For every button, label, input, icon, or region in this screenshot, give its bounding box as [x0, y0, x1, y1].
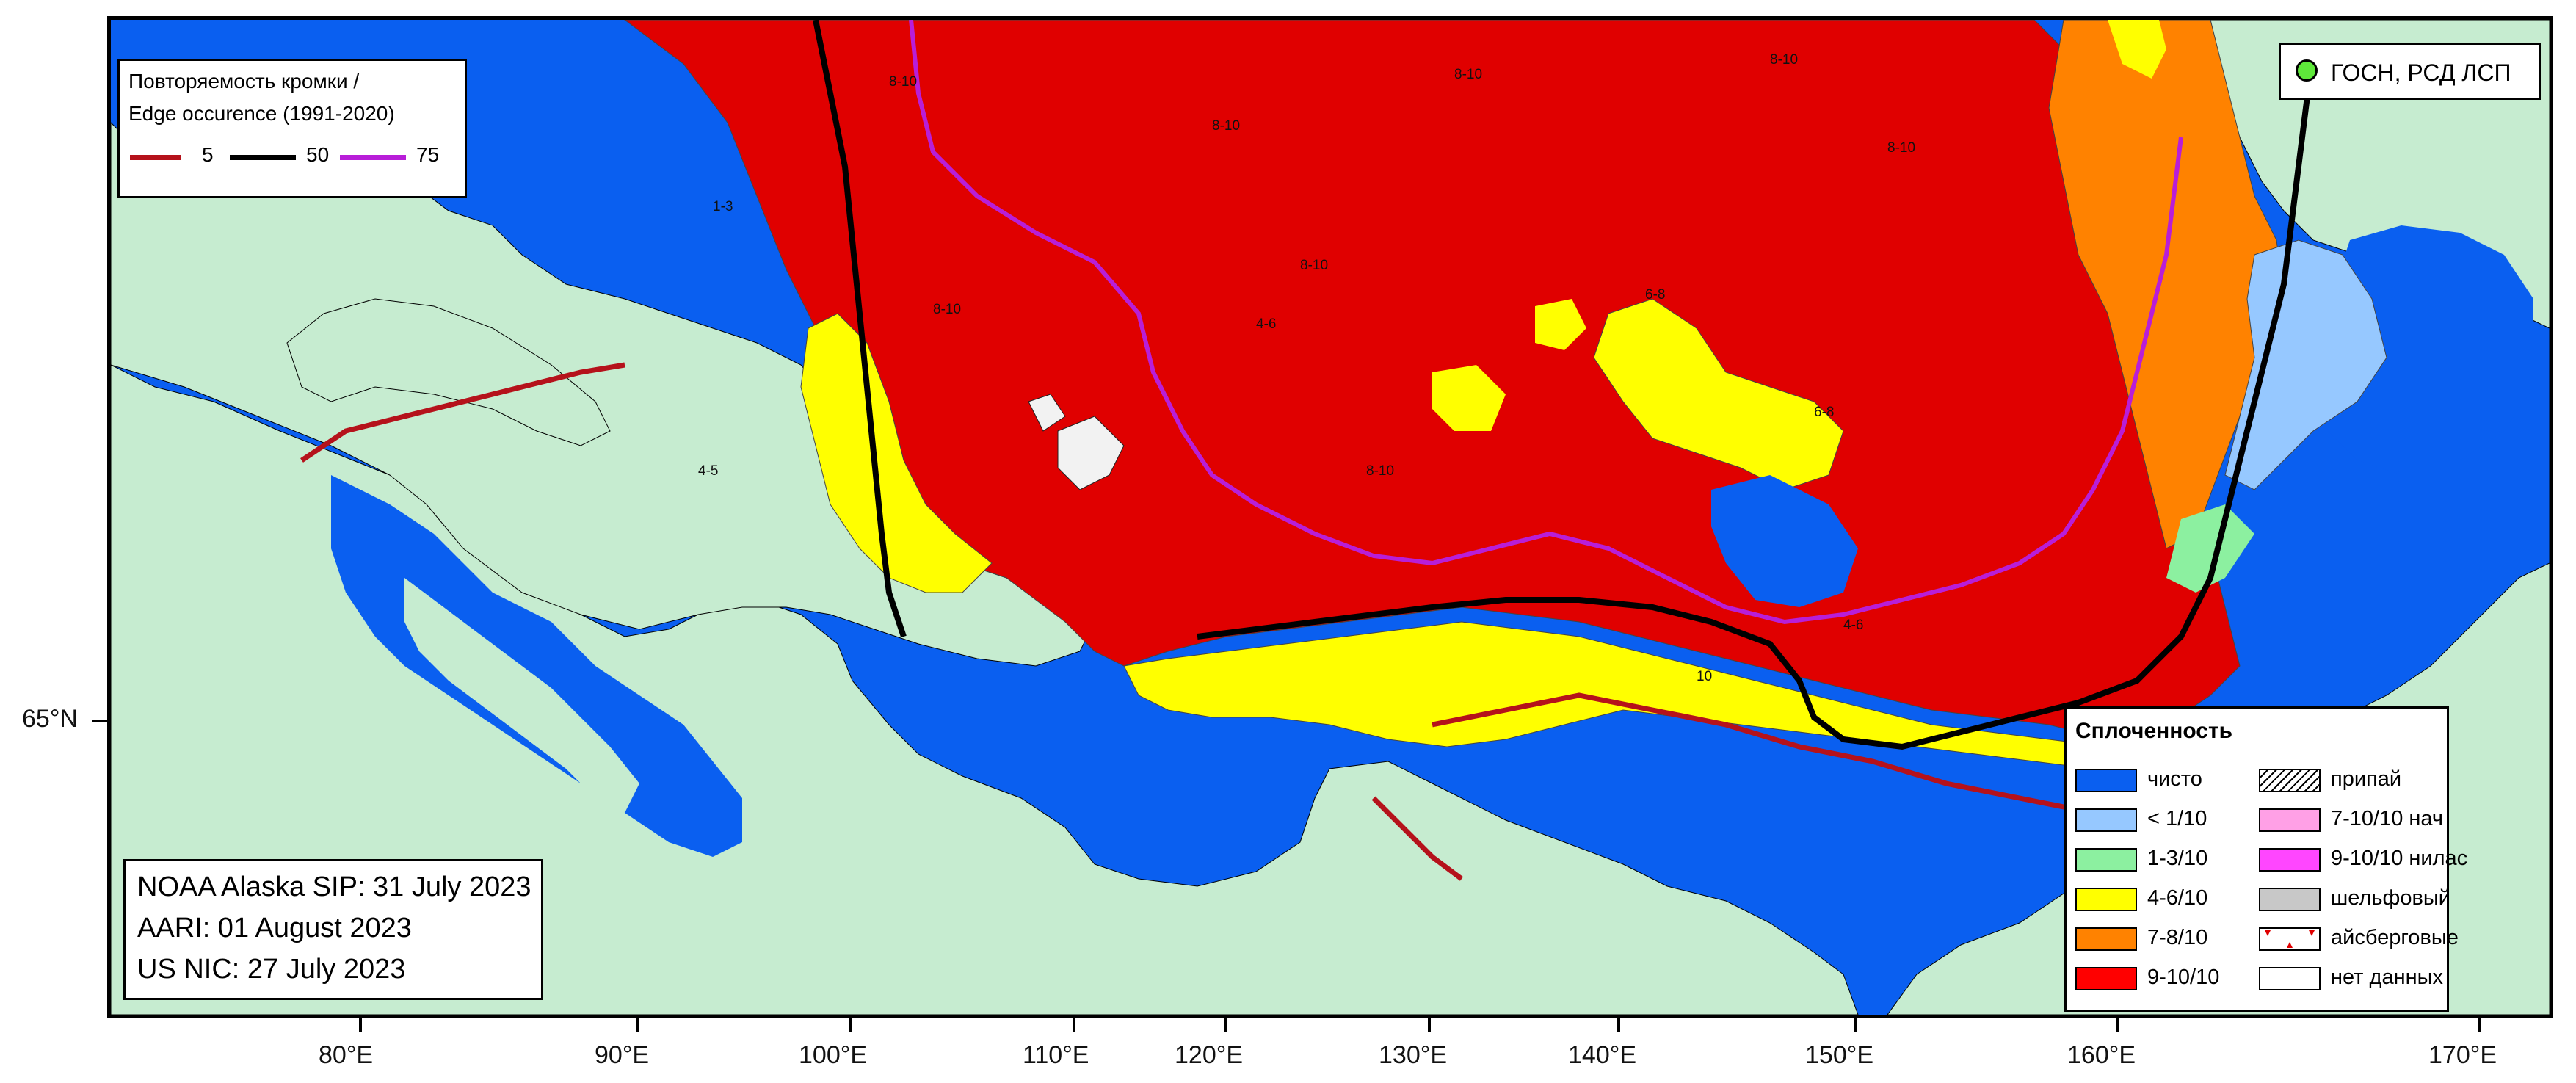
- ice-1-3-east: [2166, 504, 2254, 593]
- x-tick: [359, 1018, 362, 1032]
- x-axis-label: 100°E: [799, 1041, 868, 1069]
- swatch-nilas: [2259, 848, 2321, 872]
- conc-label: 10: [1697, 669, 1712, 684]
- swatch-7-8: [2075, 927, 2137, 951]
- x-axis-label: 90°E: [595, 1041, 650, 1069]
- conc-label: 8-10: [1454, 67, 1482, 82]
- edge-line-50-label: 50: [306, 143, 330, 166]
- land-chukotka-water-inlet: [2313, 225, 2533, 475]
- edge-legend-title-line1: Повторяемость кромки /: [128, 70, 360, 93]
- conc-label: 8-10: [1212, 118, 1240, 134]
- ice-4-6-center: [1593, 298, 1844, 490]
- swatch-1-3: [2075, 848, 2137, 872]
- conc-label: 4-5: [698, 463, 718, 479]
- edge-line-50: [813, 20, 2316, 750]
- ice-7-8-east: [2048, 20, 2285, 549]
- x-tick: [849, 1018, 852, 1032]
- conc-label: 1-3: [713, 199, 733, 214]
- x-axis-label: 120°E: [1175, 1041, 1244, 1069]
- x-tick: [1617, 1018, 1620, 1032]
- land-taymyr-bay: [331, 475, 742, 857]
- x-axis-label: 160°E: [2067, 1041, 2136, 1069]
- conc-label: 8-10: [1300, 258, 1328, 273]
- x-axis-label: 80°E: [319, 1041, 374, 1069]
- fast-ice-patches: [1028, 394, 1125, 490]
- conc-label: 8-10: [1770, 52, 1798, 68]
- swatch-4-6: [2075, 888, 2137, 911]
- swatch-new-ice: [2259, 808, 2321, 832]
- ice-lt1-east: [2224, 239, 2387, 490]
- x-tick: [1224, 1018, 1227, 1032]
- swatch-lt1: [2075, 808, 2137, 832]
- legend-label-fast-ice: припай: [2331, 767, 2402, 791]
- x-axis-label: 140°E: [1568, 1041, 1637, 1069]
- legend-label-4-6: 4-6/10: [2147, 886, 2208, 910]
- legend-label-shelf-ice: шельфовый: [2331, 886, 2450, 910]
- concentration-legend: Сплоченность чисто < 1/10 1-3/10 4-6/10 …: [2064, 706, 2467, 1012]
- station-legend-label: ГОСН, РСД ЛСП: [2331, 59, 2511, 86]
- x-axis-label: 130°E: [1379, 1041, 1448, 1069]
- swatch-9-10: [2075, 967, 2137, 990]
- legend-label-1-3: 1-3/10: [2147, 847, 2208, 870]
- swatch-no-data: [2259, 967, 2321, 990]
- land-lena-delta: [404, 578, 639, 813]
- x-tick: [2116, 1018, 2119, 1032]
- source-noaa: NOAA Alaska SIP: 31 July 2023: [137, 872, 531, 902]
- edge-line-5-label: 5: [202, 143, 214, 166]
- data-sources-box: NOAA Alaska SIP: 31 July 2023 AARI: 01 A…: [123, 859, 543, 1000]
- conc-label: 8-10: [933, 302, 961, 317]
- edge-legend-title-line2: Edge occurence (1991-2020): [128, 102, 395, 125]
- land-novaya-zemlya: [286, 298, 611, 446]
- open-water-polynya: [1711, 475, 1858, 607]
- conc-label: 4-6: [1843, 617, 1863, 633]
- x-tick: [1073, 1018, 1075, 1032]
- edge-occurrence-legend: Повторяемость кромки / Edge occurence (1…: [117, 59, 467, 198]
- legend-label-nilas: 9-10/10 нилас: [2331, 847, 2468, 870]
- swatch-icebergs: [2259, 927, 2321, 951]
- legend-label-lt1: < 1/10: [2147, 807, 2207, 830]
- conc-label: 8-10: [1887, 140, 1915, 156]
- concentration-labels: 8-10 8-10 8-10 8-10 8-10 8-10 8-10 8-10 …: [698, 52, 1915, 684]
- edge-line-75-swatch: [340, 155, 406, 160]
- station-legend: ГОСН, РСД ЛСП: [2279, 43, 2541, 100]
- legend-label-no-data: нет данных: [2331, 966, 2443, 989]
- concentration-legend-title: Сплоченность: [2075, 719, 2233, 743]
- swatch-shelf-ice: [2259, 888, 2321, 911]
- source-aari: AARI: 01 August 2023: [137, 913, 412, 943]
- ice-4-6-west: [800, 313, 993, 593]
- legend-label-icebergs: айсберговые: [2331, 926, 2459, 949]
- iceberg-triangles-icon: [2265, 930, 2315, 948]
- y-axis-label-65n: 65°N: [22, 705, 78, 733]
- conc-label: 6-8: [1814, 405, 1834, 420]
- conc-label: 4-6: [1256, 316, 1276, 332]
- x-axis-label: 110°E: [1023, 1041, 1089, 1069]
- ice-4-6-east: [2108, 20, 2166, 79]
- source-usnic: US NIC: 27 July 2023: [137, 954, 406, 985]
- swatch-fast-ice: [2259, 769, 2321, 792]
- edge-line-5-swatch: [130, 155, 181, 160]
- conc-label: 6-8: [1645, 287, 1665, 303]
- x-axis-label: 150°E: [1805, 1041, 1874, 1069]
- edge-line-50-swatch: [230, 155, 296, 160]
- conc-label: 8-10: [889, 74, 917, 90]
- ice-4-6-blob2: [1535, 299, 1586, 350]
- x-tick: [2478, 1018, 2481, 1032]
- legend-label-7-8: 7-8/10: [2147, 926, 2208, 949]
- ice-4-6-blob1: [1432, 365, 1506, 431]
- legend-label-clear: чисто: [2147, 767, 2202, 791]
- legend-label-new-ice: 7-10/10 нач: [2331, 807, 2444, 830]
- swatch-clear: [2075, 769, 2137, 792]
- x-axis-label: 170°E: [2428, 1041, 2497, 1069]
- edge-line-75: [909, 20, 2183, 625]
- conc-label: 8-10: [1366, 463, 1394, 479]
- legend-label-9-10: 9-10/10: [2147, 966, 2220, 989]
- x-tick: [1428, 1018, 1431, 1032]
- edge-line-75-label: 75: [416, 143, 440, 166]
- x-tick: [1854, 1018, 1857, 1032]
- x-tick: [636, 1018, 639, 1032]
- station-marker-icon: [2296, 59, 2318, 82]
- y-tick: [92, 720, 107, 722]
- edge-line-5: [300, 362, 2094, 881]
